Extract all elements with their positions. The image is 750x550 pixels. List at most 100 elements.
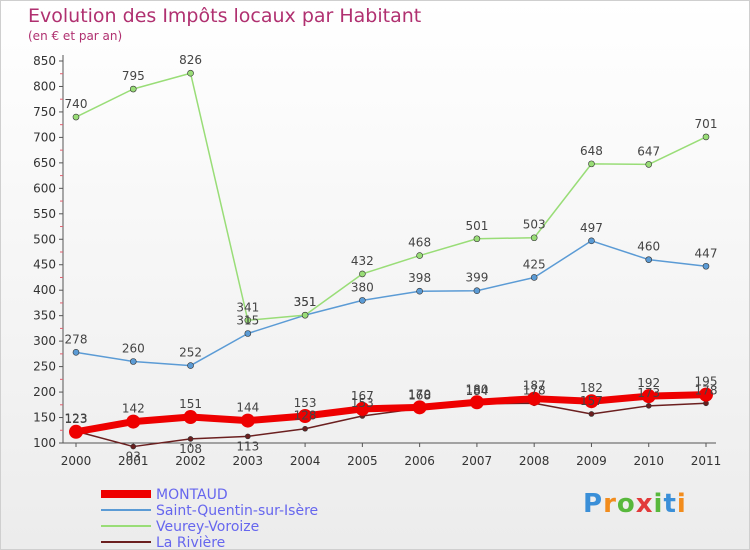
y-tick-label: 850 (33, 54, 56, 68)
data-label-montaud: 170 (408, 387, 431, 401)
data-label-la-rivi-re: 184 (465, 384, 488, 398)
data-label-veurey-voroize: 501 (465, 219, 488, 233)
data-label-veurey-voroize: 740 (65, 97, 88, 111)
data-point-veurey-voroize (187, 69, 194, 77)
legend-label-montaud: MONTAUD (156, 487, 228, 503)
y-tick-label: 250 (33, 360, 56, 374)
data-label-saint-quentin-sur-is-re: 398 (408, 271, 431, 285)
data-point-saint-quentin-sur-is-re (359, 297, 366, 304)
data-label-la-rivi-re: 93 (126, 450, 141, 464)
chart-subtitle: (en € et par an) (28, 29, 123, 43)
data-label-veurey-voroize: 795 (122, 69, 145, 83)
y-tick-label: 600 (33, 181, 56, 195)
data-point-saint-quentin-sur-is-re (416, 287, 423, 295)
data-point-veurey-voroize (473, 235, 481, 243)
data-label-veurey-voroize: 503 (523, 218, 546, 232)
data-point-veurey-voroize (530, 234, 538, 242)
x-tick-label: 2004 (290, 454, 321, 468)
y-tick-label: 750 (33, 105, 56, 119)
series-line-montaud (72, 391, 710, 436)
data-point-veurey-voroize (72, 113, 80, 121)
data-point-saint-quentin-sur-is-re (244, 330, 252, 337)
data-point-saint-quentin-sur-is-re (588, 237, 595, 245)
data-label-saint-quentin-sur-is-re: 425 (523, 257, 546, 271)
data-point-la-rivi-re (245, 433, 251, 440)
data-point-veurey-voroize (244, 316, 252, 324)
data-point-montaud (412, 400, 427, 415)
data-label-saint-quentin-sur-is-re: 278 (65, 332, 88, 346)
data-label-saint-quentin-sur-is-re: 399 (465, 271, 488, 285)
x-tick-label: 2010 (633, 454, 664, 468)
x-tick-label: 2002 (175, 454, 206, 468)
data-label-la-rivi-re: 128 (294, 409, 317, 423)
x-tick-label: 2008 (519, 454, 550, 468)
y-tick-label: 650 (33, 156, 56, 170)
data-label-saint-quentin-sur-is-re: 497 (580, 221, 603, 235)
data-label-saint-quentin-sur-is-re: 460 (637, 240, 660, 254)
data-label-montaud: 182 (580, 381, 603, 395)
x-tick-label: 2005 (347, 454, 378, 468)
data-label-saint-quentin-sur-is-re: 252 (179, 346, 202, 360)
y-tick-label: 200 (33, 385, 56, 399)
data-point-montaud (527, 391, 542, 406)
data-point-la-rivi-re (130, 443, 137, 450)
data-label-la-rivi-re: 108 (179, 442, 202, 456)
data-label-veurey-voroize: 341 (236, 300, 259, 314)
data-point-saint-quentin-sur-is-re (645, 256, 653, 263)
data-label-veurey-voroize: 648 (580, 144, 603, 158)
series-line-saint-quentin-sur-is-re (75, 240, 707, 367)
data-label-montaud: 192 (637, 376, 660, 390)
data-label-saint-quentin-sur-is-re: 315 (236, 313, 259, 327)
data-point-veurey-voroize (645, 161, 653, 168)
data-label-la-rivi-re: 113 (236, 439, 259, 453)
data-label-la-rivi-re: 123 (65, 411, 88, 425)
data-point-la-rivi-re (187, 436, 194, 442)
data-point-montaud (240, 413, 255, 428)
data-point-saint-quentin-sur-is-re (702, 262, 710, 270)
y-tick-label: 700 (33, 130, 56, 144)
data-label-veurey-voroize: 351 (294, 295, 317, 309)
data-label-la-rivi-re: 168 (408, 388, 431, 402)
data-point-la-rivi-re (645, 403, 652, 409)
data-label-la-rivi-re: 178 (695, 383, 718, 397)
data-point-la-rivi-re (302, 425, 308, 432)
data-label-montaud: 180 (465, 382, 488, 396)
data-label-veurey-voroize: 432 (351, 254, 374, 268)
y-tick-label: 400 (33, 283, 56, 297)
data-point-veurey-voroize (588, 160, 595, 168)
y-tick-label: 100 (33, 436, 56, 450)
x-tick-label: 2011 (691, 454, 722, 468)
y-tick-label: 150 (33, 411, 56, 425)
data-point-saint-quentin-sur-is-re (72, 349, 80, 356)
y-tick-label: 800 (33, 79, 56, 93)
data-label-la-rivi-re: 157 (580, 394, 603, 408)
x-tick-label: 2003 (233, 454, 264, 468)
series-line-veurey-voroize (75, 72, 707, 322)
data-point-montaud (584, 394, 599, 409)
data-point-veurey-voroize (301, 311, 309, 319)
data-point-montaud (469, 395, 484, 410)
data-point-montaud (355, 401, 370, 416)
data-point-saint-quentin-sur-is-re (187, 362, 194, 369)
data-label-montaud: 187 (523, 379, 546, 393)
data-label-montaud: 167 (351, 389, 374, 403)
data-label-montaud: 151 (179, 397, 202, 411)
data-point-la-rivi-re (588, 411, 595, 417)
proxiti-logo: Proxiti (583, 489, 687, 519)
data-label-montaud: 153 (294, 396, 317, 410)
data-point-saint-quentin-sur-is-re (530, 274, 538, 281)
data-point-montaud (699, 387, 713, 402)
data-label-la-rivi-re: 178 (523, 383, 546, 397)
legend-label-saint-quentin-sur-is-re: Saint-Quentin-sur-Isère (156, 503, 318, 519)
data-point-montaud (69, 424, 83, 439)
y-tick-label: 350 (33, 309, 56, 323)
data-point-montaud (641, 389, 656, 404)
chart-title: Evolution des Impôts locaux par Habitant (28, 5, 422, 27)
data-label-veurey-voroize: 468 (408, 236, 431, 250)
data-label-veurey-voroize: 826 (179, 53, 202, 67)
y-tick-label: 550 (33, 207, 56, 221)
x-tick-label: 2007 (462, 454, 493, 468)
data-label-montaud: 123 (65, 412, 88, 426)
